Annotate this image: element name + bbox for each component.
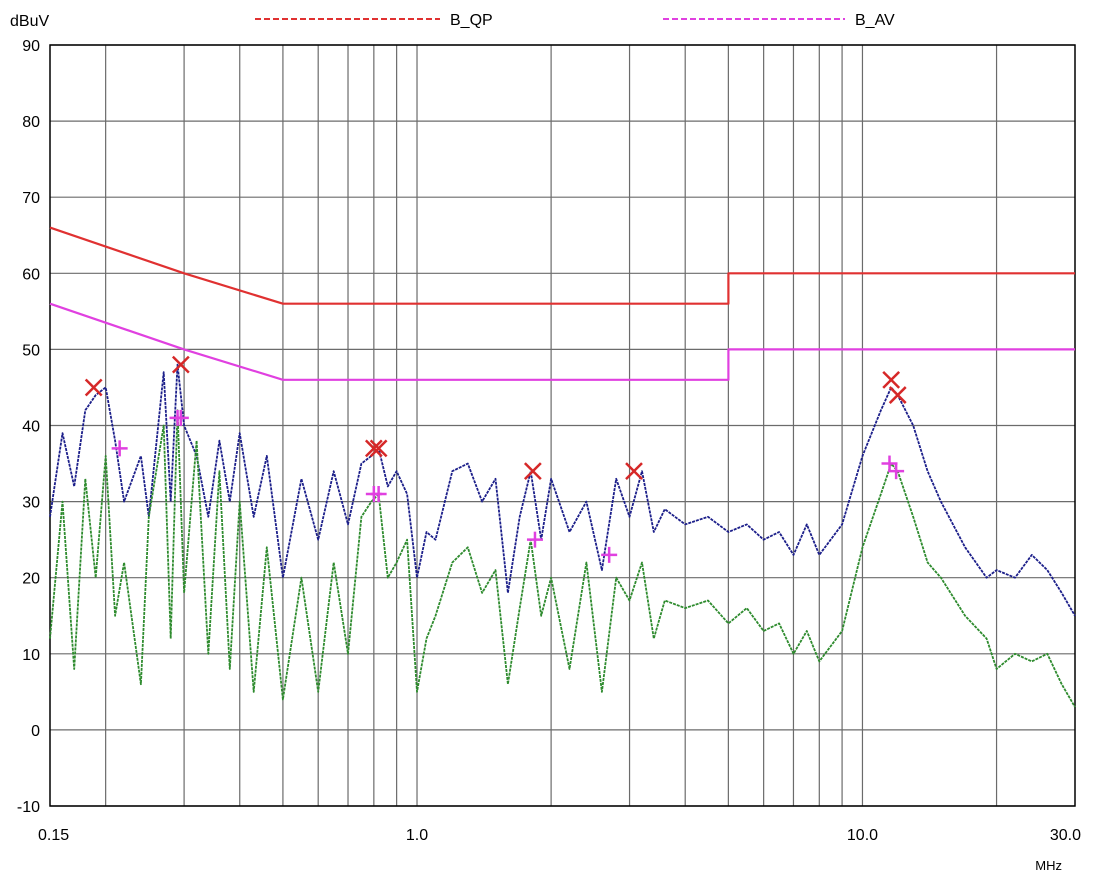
legend: B_QP B_AV [255,12,895,29]
av-peak-marker [370,485,387,502]
y-axis-ticks: -10 0 10 20 30 40 50 60 70 80 90 [17,38,40,816]
grid [50,44,1075,807]
y-tick-label: 60 [22,266,40,283]
y-tick-label: 50 [22,342,40,359]
x-axis-unit: MHz [1035,858,1062,873]
av-peak-marker [601,546,618,563]
y-tick-label: -10 [17,799,40,816]
series-line-b-qp [49,226,1075,305]
y-tick-label: 80 [22,114,40,131]
qp-peak-marker [625,462,643,481]
series-line-measurement-peak [49,363,1076,617]
qp-peak-marker [523,462,542,481]
y-tick-label: 30 [22,495,40,512]
qp-peak-marker [888,386,907,404]
av-peak-marker [526,531,543,548]
x-tick-label: 0.15 [38,827,69,844]
y-axis-unit: dBuV [10,13,49,30]
qp-peak-marker [84,378,103,397]
av-peak-marker [172,409,189,426]
series [49,226,1076,708]
av-peak-marker [888,463,905,480]
y-tick-label: 0 [31,723,40,740]
peak-markers [84,355,907,563]
y-tick-label: 70 [22,190,40,207]
plot-frame [49,44,1076,807]
x-tick-label: 10.0 [847,827,878,844]
qp-peak-marker [369,439,388,458]
legend-label-b-av: B_AV [855,12,895,29]
x-axis-ticks: 0.15 1.0 10.0 30.0 [38,827,1081,844]
x-tick-label: 30.0 [1050,827,1081,844]
series-line-measurement-average [49,409,1076,708]
qp-peak-marker [171,355,190,374]
qp-peak-marker [364,439,383,458]
av-peak-marker [111,440,128,457]
qp-peak-marker [882,370,901,389]
av-peak-marker [881,455,898,472]
y-tick-label: 10 [22,647,40,664]
y-tick-label: 90 [22,38,40,55]
x-tick-label: 1.0 [406,827,428,844]
y-tick-label: 40 [22,419,40,436]
y-tick-label: 20 [22,571,40,588]
series-line-b-av [49,302,1075,381]
legend-label-b-qp: B_QP [450,12,493,29]
